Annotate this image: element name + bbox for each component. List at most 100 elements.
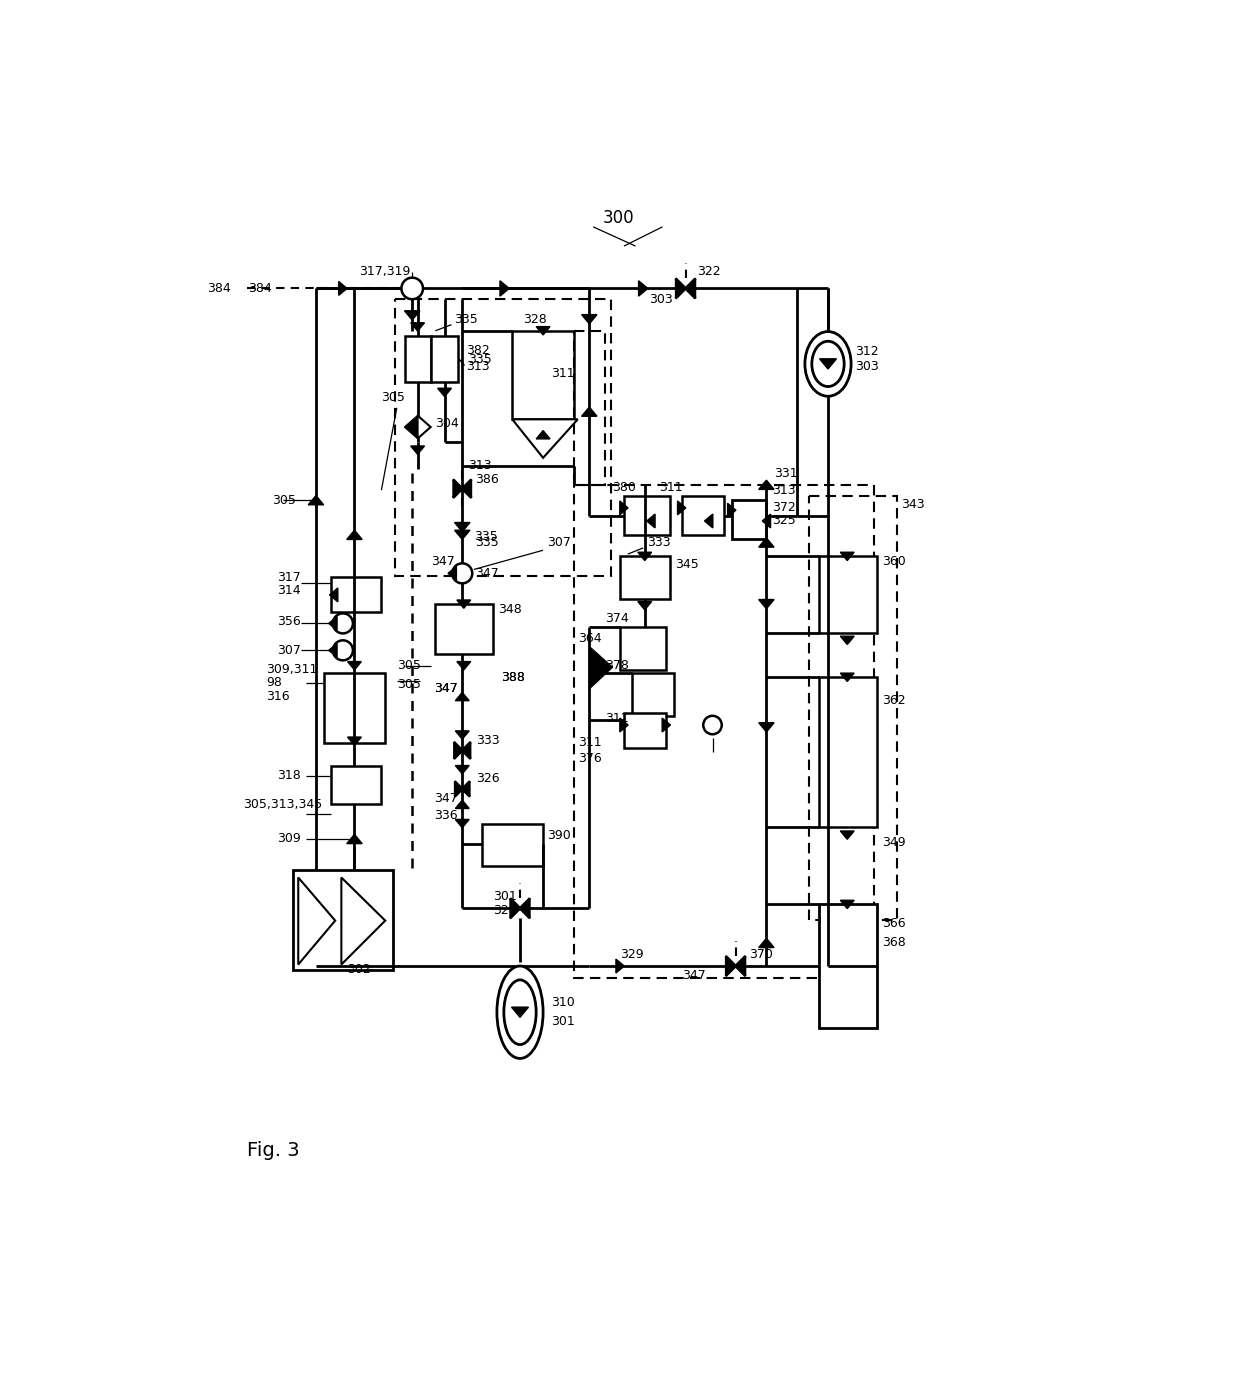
- Polygon shape: [404, 416, 418, 439]
- Text: 301: 301: [551, 1015, 574, 1029]
- Text: 322: 322: [697, 264, 720, 278]
- Text: 347: 347: [434, 683, 458, 695]
- Polygon shape: [341, 877, 386, 964]
- Polygon shape: [759, 938, 774, 947]
- Circle shape: [332, 640, 353, 661]
- Polygon shape: [662, 717, 671, 733]
- Text: 302: 302: [347, 964, 371, 976]
- Polygon shape: [455, 800, 469, 808]
- Text: 312: 312: [854, 346, 879, 358]
- Polygon shape: [500, 281, 510, 296]
- Text: 386: 386: [475, 472, 498, 486]
- Text: 384: 384: [207, 282, 231, 295]
- Text: 317,319: 317,319: [360, 264, 410, 278]
- Text: 300: 300: [603, 208, 635, 227]
- Bar: [732, 500, 766, 538]
- Text: 303: 303: [854, 361, 879, 373]
- Text: 301: 301: [494, 891, 517, 903]
- Bar: [624, 496, 670, 534]
- Bar: [331, 577, 382, 611]
- Text: 348: 348: [498, 603, 522, 616]
- Text: Fig. 3: Fig. 3: [247, 1142, 299, 1161]
- Text: 309: 309: [278, 833, 301, 845]
- Polygon shape: [841, 830, 854, 840]
- Bar: [512, 330, 574, 420]
- Text: 326: 326: [476, 772, 500, 785]
- Polygon shape: [637, 602, 652, 610]
- Text: 335: 335: [467, 353, 491, 366]
- Polygon shape: [463, 742, 471, 759]
- Polygon shape: [455, 522, 470, 532]
- Text: 305: 305: [397, 660, 420, 672]
- Text: 314: 314: [278, 584, 301, 596]
- Polygon shape: [347, 530, 362, 540]
- Polygon shape: [455, 781, 463, 797]
- Text: 343: 343: [901, 497, 925, 511]
- Polygon shape: [582, 314, 596, 324]
- Text: 335: 335: [474, 530, 497, 543]
- Text: 311: 311: [551, 366, 574, 380]
- Polygon shape: [647, 514, 655, 527]
- Polygon shape: [463, 781, 470, 797]
- Polygon shape: [455, 819, 469, 828]
- Text: 347: 347: [682, 969, 706, 982]
- Text: 380: 380: [613, 481, 636, 493]
- Circle shape: [402, 278, 423, 299]
- Text: 98: 98: [265, 676, 281, 688]
- Text: 320: 320: [494, 905, 517, 917]
- Polygon shape: [616, 960, 624, 974]
- Text: 333: 333: [647, 536, 671, 549]
- Bar: [574, 330, 605, 485]
- Ellipse shape: [805, 332, 851, 397]
- Text: 311: 311: [658, 481, 682, 493]
- Polygon shape: [841, 901, 854, 909]
- Polygon shape: [536, 431, 551, 439]
- Text: 388: 388: [501, 671, 525, 684]
- Text: 304: 304: [435, 417, 459, 430]
- Text: 313: 313: [466, 361, 490, 373]
- Text: 316: 316: [265, 690, 289, 704]
- Text: 309,311: 309,311: [265, 664, 317, 676]
- Bar: [481, 823, 543, 866]
- Polygon shape: [456, 661, 471, 669]
- Bar: [293, 870, 393, 969]
- Text: 335: 335: [475, 536, 498, 549]
- Polygon shape: [620, 501, 629, 515]
- Polygon shape: [347, 737, 361, 745]
- Polygon shape: [329, 643, 337, 657]
- Text: 305: 305: [272, 494, 296, 507]
- Polygon shape: [455, 530, 470, 540]
- Bar: [624, 713, 666, 748]
- Text: 305,313,345: 305,313,345: [243, 797, 322, 811]
- Ellipse shape: [503, 980, 536, 1045]
- Text: 362: 362: [882, 694, 905, 706]
- Text: 305: 305: [382, 391, 405, 405]
- Text: 311: 311: [605, 712, 629, 724]
- Text: 313: 313: [771, 483, 795, 497]
- Polygon shape: [456, 600, 471, 609]
- Polygon shape: [759, 723, 774, 733]
- Bar: [435, 605, 494, 654]
- Polygon shape: [410, 446, 424, 454]
- Bar: [324, 673, 386, 742]
- Text: 370: 370: [749, 947, 774, 961]
- Text: 331: 331: [774, 467, 797, 479]
- Ellipse shape: [812, 341, 844, 387]
- Polygon shape: [512, 420, 578, 457]
- Polygon shape: [455, 693, 469, 701]
- Bar: [818, 677, 877, 828]
- Circle shape: [703, 716, 722, 734]
- Polygon shape: [510, 898, 520, 918]
- Text: 390: 390: [547, 829, 570, 841]
- Polygon shape: [725, 956, 735, 976]
- Polygon shape: [677, 501, 686, 515]
- Polygon shape: [347, 661, 361, 669]
- Polygon shape: [410, 322, 424, 330]
- Polygon shape: [637, 552, 652, 560]
- Polygon shape: [329, 617, 337, 631]
- Polygon shape: [759, 538, 774, 547]
- Polygon shape: [404, 311, 420, 319]
- Text: 384: 384: [248, 282, 272, 295]
- Polygon shape: [455, 766, 469, 774]
- Text: 303: 303: [650, 293, 673, 307]
